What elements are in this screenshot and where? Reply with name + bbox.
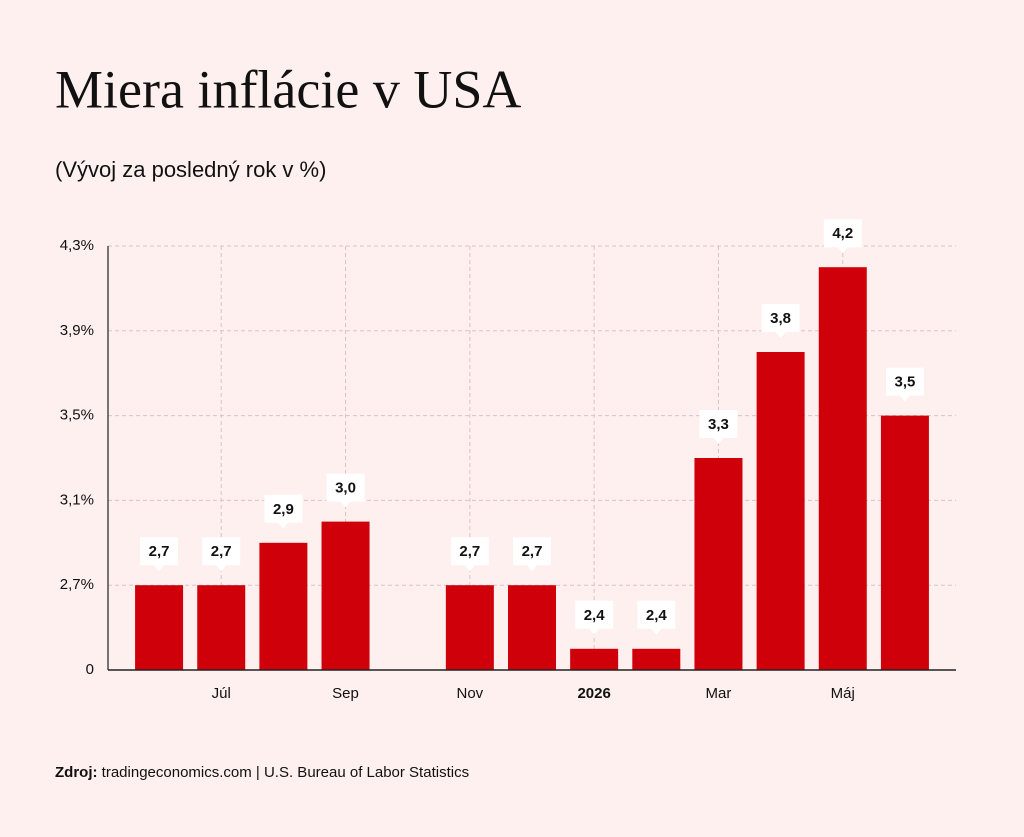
value-label-box	[140, 537, 179, 572]
x-tick-label: Sep	[332, 685, 359, 702]
x-tick-label: Júl	[212, 685, 231, 702]
value-label-box	[885, 367, 924, 402]
bar	[508, 585, 556, 670]
y-tick-label: 3,9%	[60, 322, 94, 339]
value-label: 2,4	[646, 607, 668, 624]
bar	[818, 267, 867, 670]
value-label-box	[637, 600, 676, 635]
source: Zdroj: tradingeconomics.com | U.S. Burea…	[55, 764, 469, 781]
value-label-box	[264, 494, 303, 529]
y-tick-label: 0	[86, 661, 94, 678]
value-label-box	[326, 473, 365, 508]
y-tick-label: 4,3%	[60, 237, 94, 254]
value-label: 2,7	[149, 543, 170, 560]
bar	[259, 542, 308, 670]
bar	[880, 415, 929, 670]
bar	[632, 648, 681, 670]
value-label-box	[450, 537, 489, 572]
value-label: 3,0	[335, 480, 356, 497]
value-label: 2,7	[522, 543, 543, 560]
bar	[135, 585, 184, 670]
source-label: Zdroj:	[55, 764, 98, 781]
value-label: 2,7	[459, 543, 480, 560]
y-tick-label: 2,7%	[60, 576, 94, 593]
value-label-box	[699, 410, 738, 444]
value-label: 3,5	[894, 374, 915, 391]
bar	[321, 521, 370, 670]
bar	[197, 585, 246, 670]
value-label-box	[575, 600, 614, 635]
value-label: 2,9	[273, 501, 294, 518]
value-label: 3,8	[770, 310, 791, 327]
value-label: 2,4	[584, 607, 606, 624]
bar	[445, 585, 494, 670]
value-label-box	[761, 304, 800, 338]
chart-title: Miera inflácie v USA	[55, 59, 521, 119]
x-tick-label: Mar	[706, 685, 732, 702]
source-text: tradingeconomics.com | U.S. Bureau of La…	[102, 764, 469, 781]
value-label: 3,3	[708, 416, 729, 433]
bar	[756, 352, 805, 670]
x-tick-label: Nov	[457, 685, 484, 702]
x-tick-label: 2026	[577, 685, 610, 702]
value-label-box	[513, 537, 551, 572]
y-tick-label: 3,1%	[60, 491, 94, 508]
value-label: 2,7	[211, 543, 232, 560]
value-label-box	[202, 537, 241, 572]
value-label: 4,2	[832, 225, 853, 242]
x-tick-label: Máj	[831, 685, 855, 702]
chart-subtitle: (Vývoj za posledný rok v %)	[55, 157, 326, 182]
bar	[694, 458, 743, 670]
value-label-box	[823, 219, 862, 254]
y-tick-label: 3,5%	[60, 407, 94, 424]
bar	[570, 648, 619, 670]
